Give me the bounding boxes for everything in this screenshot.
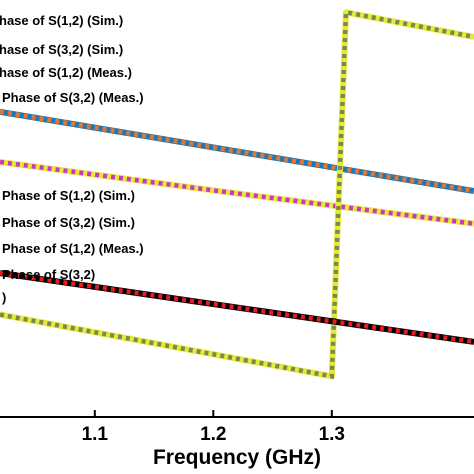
x-tick-label-2: 1.2: [200, 424, 226, 445]
legend-lower-entry-2: Phase of S(3,2) (Sim.): [2, 215, 135, 230]
x-tick-label-3: 1.3: [319, 424, 345, 445]
legend-upper-entry-3: hase of S(1,2) (Meas.): [0, 65, 132, 80]
axes: 1.1 1.2 1.3: [0, 410, 474, 445]
legend-upper-entry-2: hase of S(3,2) (Sim.): [0, 42, 123, 57]
x-tick-label-1: 1.1: [82, 424, 109, 445]
series-dash-3: [0, 9, 474, 379]
legend-upper-entry-1: hase of S(1,2) (Sim.): [0, 13, 123, 28]
legend-lower-entry-4: Phase of S(3,2): [2, 267, 95, 282]
legend-lower: Phase of S(1,2) (Sim.) Phase of S(3,2) (…: [2, 188, 144, 305]
legend-lower-entry-3: Phase of S(1,2) (Meas.): [2, 241, 144, 256]
series-dash-1: [0, 109, 474, 194]
legend-lower-entry-5: ): [2, 290, 6, 305]
series-line-2: [0, 159, 474, 227]
series-layer: [0, 9, 474, 380]
x-axis-label: Frequency (GHz): [153, 446, 321, 469]
legend-upper: hase of S(1,2) (Sim.) hase of S(3,2) (Si…: [0, 13, 144, 105]
series-line-4: [0, 270, 474, 345]
x-ticks: 1.1 1.2 1.3: [82, 410, 345, 445]
legend-lower-entry-1: Phase of S(1,2) (Sim.): [2, 188, 135, 203]
legend-upper-entry-4: Phase of S(3,2) (Meas.): [2, 90, 144, 105]
